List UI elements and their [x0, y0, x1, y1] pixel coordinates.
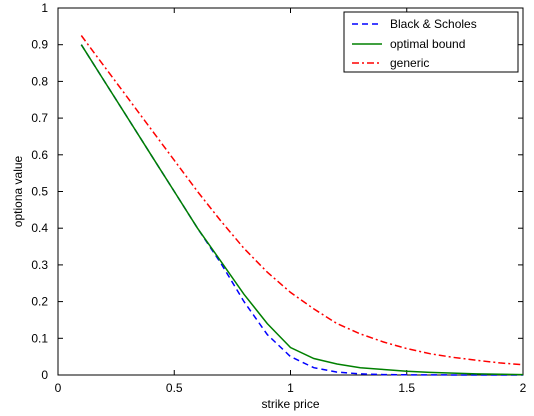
x-tick-label: 0.5	[166, 381, 183, 395]
x-tick-label: 0	[55, 381, 62, 395]
x-tick-label: 2	[520, 381, 527, 395]
x-tick-label: 1	[287, 381, 294, 395]
legend-label-black-scholes: Black & Scholes	[390, 17, 477, 31]
x-tick-label: 1.5	[398, 381, 415, 395]
legend-label-optimal-bound: optimal bound	[390, 37, 465, 51]
y-tick-label: 0.2	[31, 295, 48, 309]
y-tick-label: 0.9	[31, 38, 48, 52]
y-axis-label: optiona value	[11, 155, 25, 227]
series-layer	[80, 35, 524, 376]
y-tick-label: 0.8	[31, 74, 48, 88]
y-tick-label: 0.4	[31, 221, 48, 235]
y-tick-label: 0.7	[31, 111, 48, 125]
legend-label-generic: generic	[390, 56, 429, 70]
y-tick-label: 0.5	[31, 185, 48, 199]
x-tick-labels: 0 0.5 1 1.5 2	[55, 381, 527, 395]
x-axis-label: strike price	[261, 397, 319, 411]
legend: Black & Scholes optimal bound generic	[343, 11, 519, 73]
y-tick-label: 0.1	[31, 331, 48, 345]
y-tick-label: 0.6	[31, 148, 48, 162]
y-tick-label: 0.3	[31, 258, 48, 272]
series-line-generic	[80, 35, 524, 366]
y-tick-label: 1	[41, 1, 48, 15]
legend-box	[343, 11, 519, 73]
series-line-optimal-bound	[80, 44, 524, 376]
y-tick-label: 0	[41, 368, 48, 382]
y-tick-labels: 0 0.1 0.2 0.3 0.4 0.5 0.6 0.7 0.8 0.9 1	[31, 1, 48, 382]
